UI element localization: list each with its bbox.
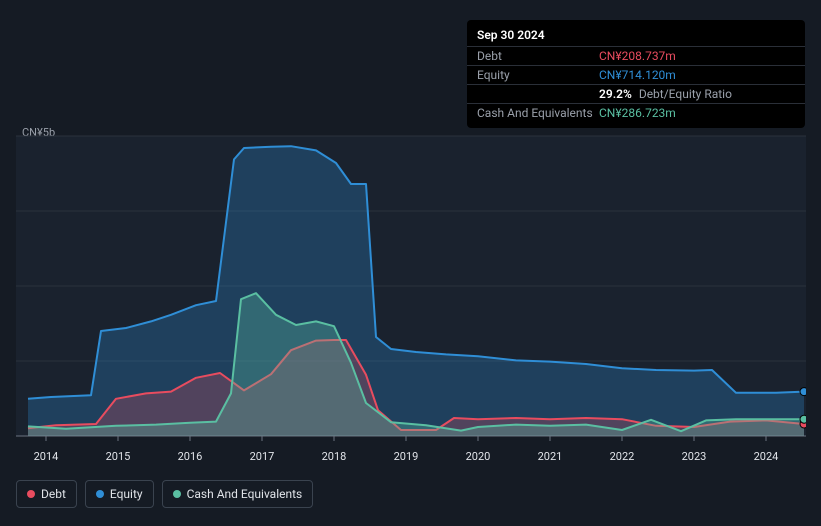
equity-end-marker [800,388,806,396]
equity-legend-dot-icon [96,490,104,498]
x-tick-label: 2024 [751,450,781,463]
x-tick-label: 2016 [175,450,205,463]
tooltip-row-value: CN¥714.120m [599,68,795,82]
x-tick-label: 2015 [103,450,133,463]
cash-legend-dot-icon [173,490,181,498]
x-tick-label: 2022 [607,450,637,463]
tooltip-row-label [477,87,599,101]
legend-label: Debt [41,487,66,501]
x-tick-label: 2018 [319,450,349,463]
x-tick-label: 2021 [535,450,565,463]
tooltip-row-value: CN¥208.737m [599,49,795,63]
legend-item-debt[interactable]: Debt [16,480,77,508]
tooltip-row: 29.2% Debt/Equity Ratio [467,85,805,104]
legend-item-equity[interactable]: Equity [85,480,154,508]
tooltip-date: Sep 30 2024 [467,26,805,47]
tooltip-row: DebtCN¥208.737m [467,47,805,66]
tooltip-row-label: Cash And Equivalents [477,106,599,120]
x-tick-label: 2019 [391,450,421,463]
chart-tooltip: Sep 30 2024 DebtCN¥208.737mEquityCN¥714.… [467,20,805,128]
x-tick-label: 2014 [31,450,61,463]
tooltip-row: Cash And EquivalentsCN¥286.723m [467,104,805,122]
cash-end-marker [800,415,806,423]
tooltip-row-label: Equity [477,68,599,82]
legend-label: Equity [110,487,143,501]
tooltip-row-label: Debt [477,49,599,63]
tooltip-row: EquityCN¥714.120m [467,66,805,85]
legend-item-cash[interactable]: Cash And Equivalents [162,480,314,508]
legend-label: Cash And Equivalents [187,487,303,501]
x-tick-label: 2020 [463,450,493,463]
debt-legend-dot-icon [27,490,35,498]
tooltip-row-value: CN¥286.723m [599,106,795,120]
chart-legend: Debt Equity Cash And Equivalents [16,480,313,508]
tooltip-ratio-value: 29.2% Debt/Equity Ratio [599,87,795,101]
x-tick-label: 2023 [679,450,709,463]
debt-equity-chart[interactable] [16,126,806,445]
x-tick-label: 2017 [247,450,277,463]
